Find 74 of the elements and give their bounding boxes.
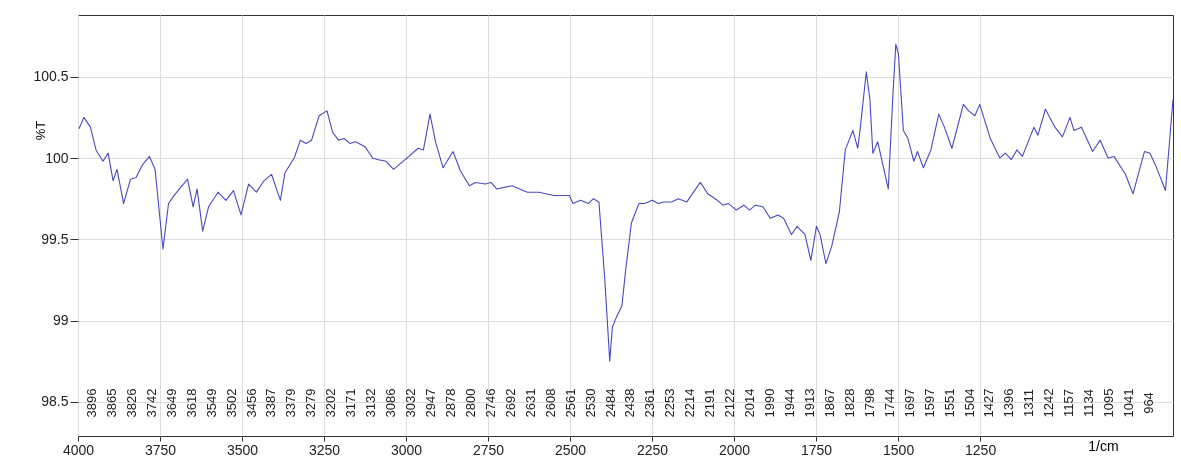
annotation: 1157 bbox=[1061, 389, 1077, 417]
annotation: 2122 bbox=[722, 388, 738, 418]
annotation: 2608 bbox=[542, 388, 558, 418]
annotation: 1798 bbox=[861, 388, 877, 418]
annotation: 1597 bbox=[921, 388, 937, 418]
annotation: 1828 bbox=[841, 388, 857, 418]
x-tick-label: 3500 bbox=[226, 441, 259, 458]
annotation: 1095 bbox=[1101, 388, 1117, 418]
y-axis-title: %T bbox=[32, 120, 48, 141]
x-tick-label: 3000 bbox=[390, 441, 423, 458]
x-tick-label: 3250 bbox=[308, 441, 341, 458]
annotation: 2214 bbox=[682, 388, 698, 418]
annotation: 3549 bbox=[203, 388, 219, 418]
annotation: 1867 bbox=[821, 388, 837, 418]
annotation: 1944 bbox=[782, 388, 798, 418]
annotation: 1396 bbox=[1001, 388, 1017, 418]
annotation: 3742 bbox=[143, 388, 159, 418]
x-tick-label: 1250 bbox=[965, 441, 997, 458]
annotation: 3865 bbox=[103, 388, 119, 418]
annotation: 2361 bbox=[642, 388, 658, 418]
annotation: 2947 bbox=[423, 388, 439, 418]
annotation: 3171 bbox=[343, 388, 359, 418]
x-tick-label: 2250 bbox=[636, 441, 669, 458]
annotation: 2191 bbox=[702, 388, 718, 418]
annotation: 1311 bbox=[1021, 389, 1037, 417]
annotation: 2631 bbox=[522, 388, 538, 418]
annotation: 1427 bbox=[981, 388, 997, 418]
annotation: 2014 bbox=[742, 388, 758, 418]
x-tick-label: 2500 bbox=[554, 441, 587, 458]
annotation: 3502 bbox=[223, 388, 239, 418]
annotation: 1504 bbox=[961, 388, 977, 418]
annotation: 3132 bbox=[363, 388, 379, 418]
annotation: 1913 bbox=[801, 388, 817, 418]
y-tick-label: 99 bbox=[52, 312, 69, 329]
annotation: 2484 bbox=[602, 388, 618, 418]
annotation: 1041 bbox=[1121, 388, 1137, 418]
line-series bbox=[78, 43, 1174, 362]
annotation: 1697 bbox=[901, 388, 917, 418]
x-tick-label: 2000 bbox=[719, 441, 751, 458]
annotation: 2746 bbox=[482, 388, 498, 418]
annotation: 3387 bbox=[263, 388, 279, 418]
annotation: 2800 bbox=[462, 388, 478, 418]
annotation: 2530 bbox=[582, 388, 598, 418]
annotation: 3202 bbox=[323, 388, 339, 418]
annotation: 1990 bbox=[762, 388, 778, 418]
annotation: 3456 bbox=[243, 388, 259, 418]
x-tick-label: 3750 bbox=[144, 441, 177, 458]
annotation: 2438 bbox=[622, 388, 638, 418]
x-tick-label: 1750 bbox=[801, 441, 833, 458]
annotation: 3032 bbox=[403, 388, 419, 418]
y-tick-label: 100 bbox=[45, 149, 69, 166]
annotation: 3086 bbox=[383, 388, 399, 418]
annotation: 3618 bbox=[183, 388, 199, 418]
annotation: 1744 bbox=[881, 388, 897, 418]
annotation: 964 bbox=[1141, 392, 1156, 414]
x-tick-label: 2750 bbox=[472, 441, 505, 458]
annotation: 3379 bbox=[283, 388, 299, 418]
annotation: 3826 bbox=[123, 388, 139, 418]
annotation: 2878 bbox=[442, 388, 458, 418]
y-tick-label: 98.5 bbox=[41, 393, 69, 410]
annotation: 1551 bbox=[941, 388, 957, 418]
x-tick-label: 1500 bbox=[883, 441, 915, 458]
annotation: 3896 bbox=[84, 388, 99, 418]
annotation: 3649 bbox=[163, 388, 179, 418]
annotation: 2692 bbox=[502, 388, 518, 418]
y-tick-label: 100.5 bbox=[33, 68, 69, 85]
annotation: 2253 bbox=[662, 388, 678, 418]
annotation: 1242 bbox=[1041, 388, 1057, 418]
x-axis-title: 1/cm bbox=[1088, 437, 1119, 454]
annotation: 2561 bbox=[562, 388, 578, 418]
annotation: 1134 bbox=[1081, 389, 1097, 417]
annotation: 3279 bbox=[303, 388, 319, 418]
y-tick-label: 99.5 bbox=[41, 230, 69, 247]
x-tick-label: 4000 bbox=[62, 441, 95, 458]
